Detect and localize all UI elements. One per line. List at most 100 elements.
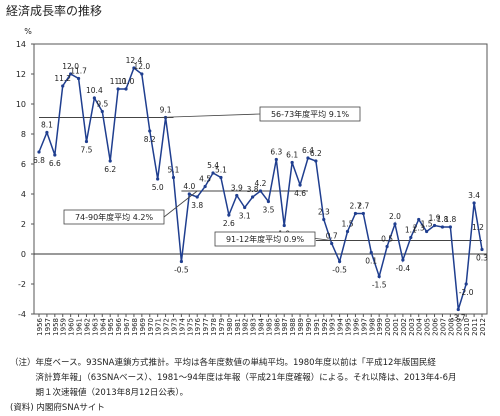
data-point [116, 87, 120, 91]
y-tick-label: 2 [21, 220, 26, 229]
data-label: 0.3 [476, 254, 488, 263]
data-point [250, 195, 255, 199]
data-point [369, 250, 373, 255]
x-tick-label: 2008 [447, 318, 455, 336]
average-label: 56-73年度平均 9.1% [271, 109, 350, 119]
x-tick-label: 1977 [202, 318, 210, 336]
data-point [108, 159, 112, 163]
x-tick-label: 1980 [226, 318, 234, 336]
x-tick-label: 1997 [360, 318, 368, 336]
x-tick-label: 1961 [76, 318, 84, 336]
data-point [338, 259, 342, 264]
x-tick-label: 1998 [368, 318, 376, 336]
data-label: 0.7 [326, 232, 338, 241]
x-tick-label: 1983 [250, 318, 258, 336]
data-label: 4.5 [199, 175, 211, 184]
footnote-line: （注）年度ベース。93SNA連鎖方式推計。平均は各年度数値の単純平均。1980年… [10, 358, 436, 368]
y-tick-label: -2 [18, 280, 26, 289]
x-tick-label: 2002 [400, 318, 408, 336]
data-point [353, 211, 358, 216]
data-label: 3.9 [231, 184, 243, 193]
x-tick-label: 1993 [329, 318, 337, 336]
data-label: -2.0 [459, 288, 474, 297]
data-label: 3.8 [247, 185, 259, 194]
x-tick-label: 1976 [194, 317, 202, 335]
data-label: 3.5 [262, 206, 274, 215]
data-label: 1.1 [405, 226, 417, 235]
data-label: 12.4 [126, 56, 143, 65]
data-label: 6.8 [33, 156, 45, 165]
data-label: 8.1 [41, 121, 53, 130]
x-tick-label: 2004 [416, 317, 424, 335]
data-point [76, 76, 81, 81]
x-tick-label: 2011 [471, 318, 479, 336]
x-tick-label: 1996 [352, 317, 360, 335]
data-point [345, 229, 350, 234]
data-label: 1.2 [472, 223, 484, 232]
x-tick-label: 1979 [218, 318, 226, 336]
data-label: 1.5 [421, 220, 433, 229]
x-tick-label: 1967 [123, 318, 131, 336]
x-tick-label: 1971 [155, 318, 163, 336]
data-label: -0.5 [174, 266, 189, 275]
data-point [432, 223, 437, 228]
y-tick-label: 0 [21, 250, 26, 259]
data-label: 7.5 [80, 146, 92, 155]
x-tick-label: 1981 [234, 318, 242, 336]
data-point [92, 96, 96, 100]
data-label: 4.2 [255, 179, 267, 188]
data-label: 6.2 [104, 165, 116, 174]
x-tick-label: 1972 [163, 318, 171, 336]
x-tick-label: 1956 [36, 317, 44, 335]
data-point [156, 177, 160, 181]
y-tick-label: 12 [16, 70, 26, 79]
data-label: 8.2 [144, 135, 156, 144]
average-label: 91-12年度平均 0.9% [226, 234, 305, 244]
data-point [203, 184, 207, 189]
data-label: 3.1 [239, 212, 251, 221]
data-label: -1.5 [372, 281, 387, 290]
data-point [243, 205, 247, 210]
x-tick-label: 1962 [83, 318, 91, 336]
y-tick-label: 4 [21, 190, 26, 199]
data-label: 2.3 [413, 224, 425, 233]
data-label: 6.3 [270, 148, 282, 157]
x-tick-label: 1973 [170, 318, 178, 336]
source-note: (資料) 内閣府SNAサイト [10, 403, 105, 413]
x-tick-label: 1988 [289, 318, 297, 336]
data-label: 9.1 [160, 106, 172, 115]
data-label: -3.7 [451, 314, 466, 323]
y-tick-label: 10 [16, 100, 26, 109]
data-label: 6.1 [286, 151, 298, 160]
average-box [214, 231, 316, 247]
data-point [290, 160, 294, 165]
footnote-line: 済計算年報」（63SNAベース）、1981～94年度は年報（平成21年度確報）に… [10, 373, 457, 383]
data-point [187, 192, 191, 196]
data-point [61, 84, 65, 88]
data-point [377, 274, 381, 279]
x-tick-label: 1968 [131, 318, 139, 336]
data-label: 2.3 [318, 208, 330, 217]
data-label: 5.1 [215, 166, 227, 175]
average-box [63, 209, 165, 225]
x-tick-label: 1958 [52, 318, 60, 336]
x-tick-label: 1984 [258, 317, 266, 335]
x-tick-label: 1966 [115, 317, 123, 335]
average-pointer [163, 190, 198, 218]
x-tick-label: 1959 [60, 318, 68, 336]
x-tick-label: 1964 [99, 317, 107, 335]
data-label: 9.5 [96, 100, 108, 109]
x-tick-label: 1960 [68, 318, 76, 336]
page-title: 経済成長率の推移 [6, 4, 103, 18]
data-label: 1.5 [342, 220, 354, 229]
data-label: 1.8 [436, 215, 448, 224]
footnote-line: 期１次速報値（2013年8月12日公表）。 [10, 388, 189, 398]
x-tick-label: 1975 [186, 318, 194, 336]
data-label: 5.4 [207, 161, 219, 170]
data-point [211, 171, 215, 175]
x-tick-label: 1974 [178, 317, 186, 335]
data-point [417, 217, 421, 222]
x-tick-label: 1963 [91, 318, 99, 336]
data-label: 2.6 [223, 219, 235, 228]
data-point [84, 139, 89, 144]
